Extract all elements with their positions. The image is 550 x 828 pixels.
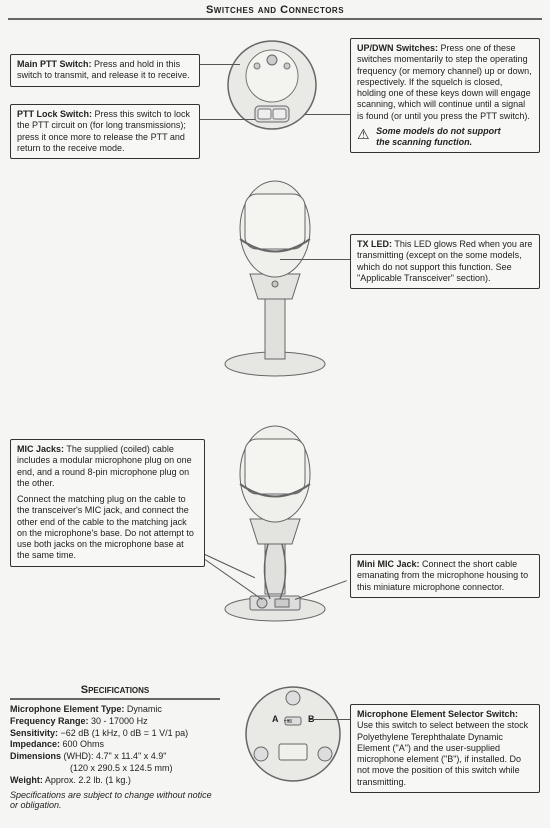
label-selector: Microphone Element Selector Switch: — [357, 709, 518, 719]
spec-dim-value2: (120 x 290.5 x 124.5 mm) — [10, 763, 220, 774]
warning-icon: ⚠ — [357, 126, 370, 144]
leader — [280, 259, 350, 260]
section-title-switches: Switches and Connectors — [0, 4, 550, 16]
label-main-ptt: Main PTT Switch: — [17, 59, 92, 69]
callout-updwn: UP/DWN Switches: Press one of these swit… — [350, 38, 540, 153]
spec-imp-value: 600 Ohms — [60, 739, 104, 749]
spec-dim-value: (WHD): 4.7" x 11.4" x 4.9" — [61, 751, 166, 761]
leader — [305, 114, 350, 115]
section-title-specs: Specifications — [10, 684, 220, 700]
spec-note: Specifications are subject to change wit… — [10, 790, 220, 812]
illus-front-view — [220, 179, 330, 379]
callout-main-ptt: Main PTT Switch: Press and hold in this … — [10, 54, 200, 87]
spec-wt-label: Weight: — [10, 775, 43, 785]
divider — [8, 18, 542, 20]
specs-block: Specifications Microphone Element Type: … — [10, 684, 220, 812]
callout-micjacks: MIC Jacks: The supplied (coiled) cable i… — [10, 439, 205, 567]
spec-wt-value: Approx. 2.2 lb. (1 kg.) — [43, 775, 131, 785]
illus-rear-view — [220, 424, 330, 624]
label-ptt-lock: PTT Lock Switch: — [17, 109, 92, 119]
label-updwn: UP/DWN Switches: — [357, 43, 438, 53]
spec-type-value: Dynamic — [124, 704, 162, 714]
spec-sens-label: Sensitivity: — [10, 728, 58, 738]
label-micjacks: MIC Jacks: — [17, 444, 64, 454]
leader — [200, 119, 255, 120]
leader — [310, 719, 350, 720]
callout-txled: TX LED: This LED glows Red when you are … — [350, 234, 540, 289]
leader — [200, 64, 240, 65]
callout-selector: Microphone Element Selector Switch: Use … — [350, 704, 540, 793]
spec-freq-value: 30 - 17000 Hz — [89, 716, 148, 726]
spec-sens-value: −62 dB (1 kHz, 0 dB = 1 V/1 pa) — [58, 728, 188, 738]
text-selector: Use this switch to select between the st… — [357, 720, 528, 786]
callout-minimic: Mini MIC Jack: Connect the short cable e… — [350, 554, 540, 598]
text-updwn: Press one of these switches momentarily … — [357, 43, 532, 121]
illus-bottom-view — [243, 684, 343, 784]
spec-imp-label: Impedance: — [10, 739, 60, 749]
label-txled: TX LED: — [357, 239, 392, 249]
label-ab-a: A — [272, 714, 279, 724]
text-updwn-warn: Some models do not support the scanning … — [376, 126, 506, 149]
callout-ptt-lock: PTT Lock Switch: Press this switch to lo… — [10, 104, 200, 159]
text-micjacks2: Connect the matching plug on the cable t… — [17, 494, 198, 562]
spec-type-label: Microphone Element Type: — [10, 704, 124, 714]
label-minimic: Mini MIC Jack: — [357, 559, 420, 569]
spec-dim-label: Dimensions — [10, 751, 61, 761]
arrow-icon: ↔ — [282, 714, 291, 724]
spec-freq-label: Frequency Range: — [10, 716, 89, 726]
